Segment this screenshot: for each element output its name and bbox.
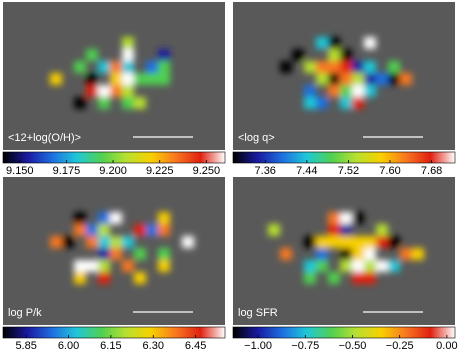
colorbar bbox=[2, 326, 226, 339]
colorbar-tick-label: −0.25 bbox=[386, 340, 414, 350]
colorbar-tick-label: 7.60 bbox=[379, 165, 400, 177]
colorbar-tick-label: 0.00 bbox=[436, 340, 457, 350]
colorbar-tick-label: 9.250 bbox=[193, 165, 221, 177]
colorbar-tick-label: 9.225 bbox=[146, 165, 174, 177]
colorbar-tick-label: 6.15 bbox=[100, 340, 121, 350]
panel-label: log SFR bbox=[238, 307, 278, 319]
colorbar-tick-label: 9.200 bbox=[99, 165, 127, 177]
colorbar bbox=[232, 151, 456, 164]
colorbar-tick-label: 9.175 bbox=[53, 165, 81, 177]
colorbar-tick-label: 5.85 bbox=[15, 340, 36, 350]
colorbar-tick-label: 7.44 bbox=[296, 165, 317, 177]
map-image bbox=[268, 212, 424, 284]
colorbar bbox=[2, 151, 226, 164]
map-image bbox=[50, 212, 194, 284]
colorbar-tick-label: 7.52 bbox=[338, 165, 359, 177]
colorbar bbox=[232, 326, 456, 339]
colorbar-tick-label: −1.00 bbox=[244, 340, 272, 350]
panel-label: log P/k bbox=[8, 307, 42, 319]
map-image bbox=[50, 37, 170, 109]
map-image bbox=[280, 37, 412, 109]
colorbar-tick-label: 7.68 bbox=[421, 165, 442, 177]
colorbar-tick-label: 9.150 bbox=[6, 165, 34, 177]
colorbar-tick-label: 6.00 bbox=[58, 340, 79, 350]
panel-label: <log q> bbox=[238, 132, 275, 144]
colorbar-tick-label: 6.30 bbox=[143, 340, 164, 350]
colorbar-tick-label: 7.36 bbox=[255, 165, 276, 177]
panel-label: <12+log(O/H)> bbox=[8, 132, 81, 144]
colorbar-tick-label: 6.45 bbox=[185, 340, 206, 350]
colorbar-tick-label: −0.75 bbox=[291, 340, 319, 350]
colorbar-tick-label: −0.50 bbox=[339, 340, 367, 350]
